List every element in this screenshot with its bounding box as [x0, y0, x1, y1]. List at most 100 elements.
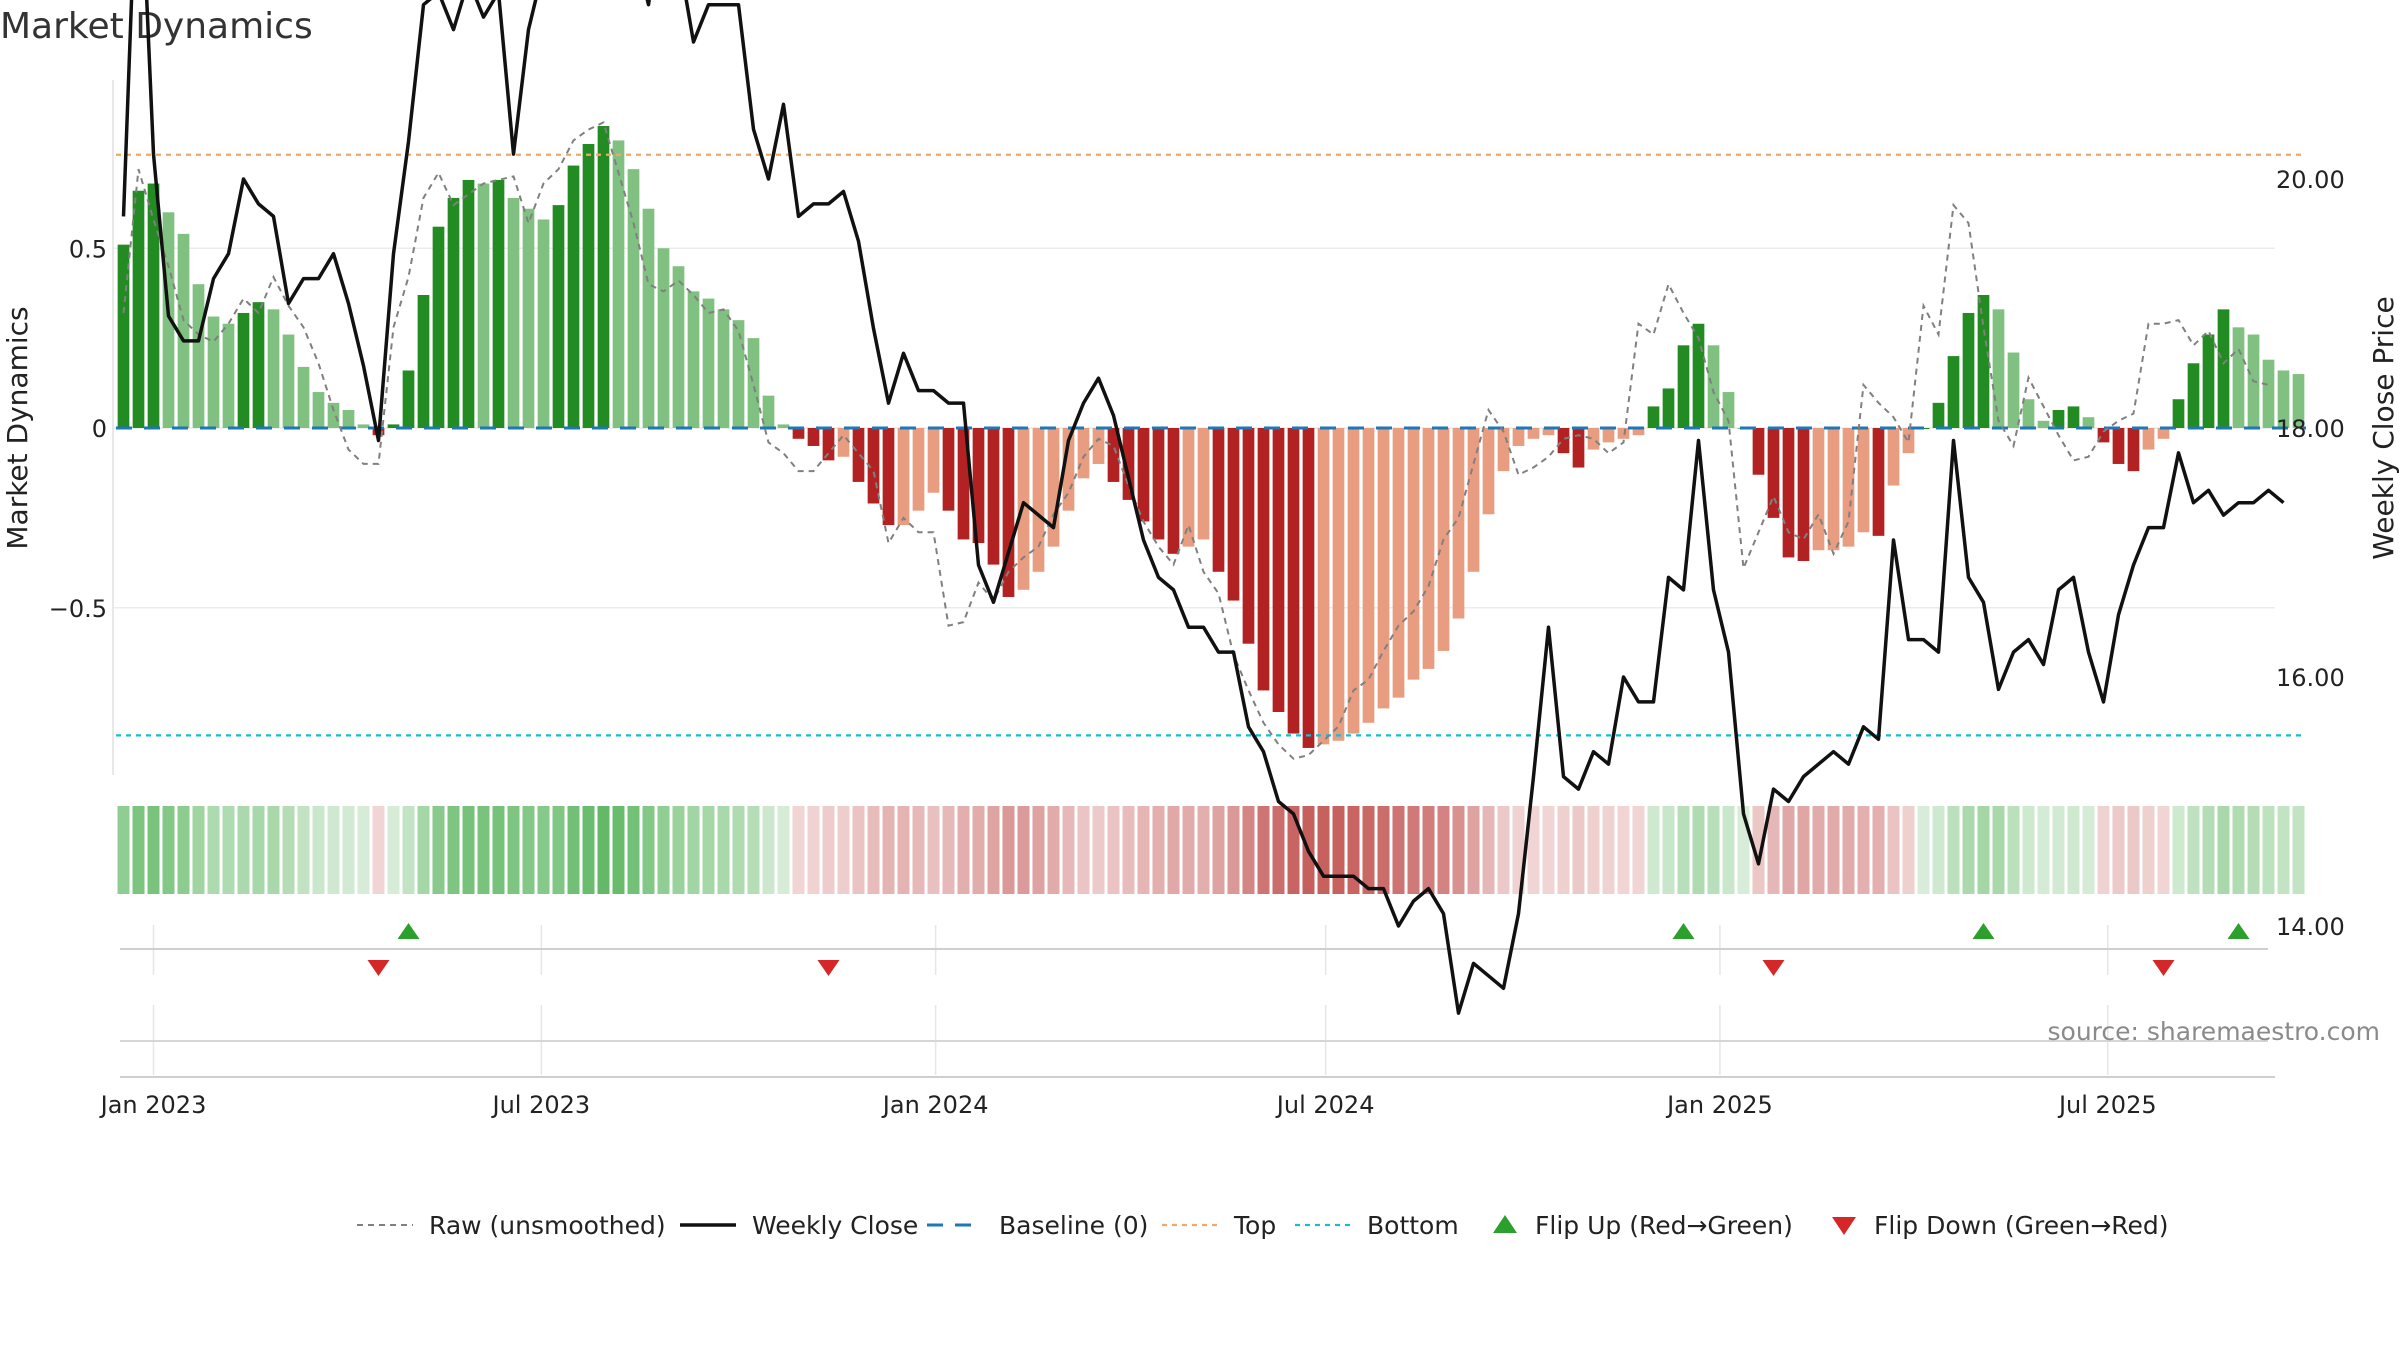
right-tick-label: 14.00	[2276, 913, 2345, 941]
flip-markers	[367, 923, 2250, 976]
x-tick-label: Jul 2025	[2057, 1091, 2157, 1119]
regime-band-cell	[1992, 806, 2005, 894]
dynamics-bar	[1527, 428, 1540, 439]
dynamics-bar	[207, 316, 220, 428]
dynamics-bar	[732, 320, 745, 428]
dynamics-bar	[2187, 363, 2200, 428]
regime-band-cell	[1947, 806, 1960, 894]
dynamics-bar	[1242, 428, 1255, 644]
dynamics-bar	[1257, 428, 1270, 691]
dynamics-bar	[2292, 374, 2305, 428]
legend-label: Raw (unsmoothed)	[429, 1211, 666, 1240]
dynamics-bar	[252, 302, 265, 428]
dynamics-bar	[1677, 345, 1690, 428]
regime-band-cell	[1887, 806, 1900, 894]
dynamics-bar	[2157, 428, 2170, 439]
dynamics-bar	[2082, 417, 2095, 428]
dynamics-bar	[222, 323, 235, 428]
regime-band-cell	[207, 806, 220, 894]
dynamics-bar	[612, 140, 625, 428]
regime-band-cell	[777, 806, 790, 894]
regime-band-cell	[1527, 806, 1540, 894]
dynamics-bar	[1767, 428, 1780, 518]
legend-swatch-flip-up	[1493, 1215, 1517, 1233]
dynamics-bar	[1377, 428, 1390, 709]
dynamics-bar	[582, 143, 595, 428]
dynamics-bar	[1692, 323, 1705, 428]
regime-band-cell	[1452, 806, 1465, 894]
regime-band-cell	[717, 806, 730, 894]
dynamics-bar	[1857, 428, 1870, 533]
regime-band-cell	[1962, 806, 1975, 894]
regime-band-cell	[927, 806, 940, 894]
dynamics-bar	[1317, 428, 1330, 745]
regime-band-cell	[807, 806, 820, 894]
regime-band-cell	[1827, 806, 1840, 894]
x-tick-label: Jan 2023	[99, 1091, 207, 1119]
dynamics-bar	[837, 428, 850, 457]
left-axis-ticks: 0.5 0 −0.5	[49, 235, 107, 623]
regime-band-cell	[2157, 806, 2170, 894]
regime-band-cell	[822, 806, 835, 894]
regime-band-cell	[462, 806, 475, 894]
regime-band-cell	[1317, 806, 1330, 894]
dynamics-bar	[1662, 388, 1675, 428]
dynamics-bar	[567, 165, 580, 428]
dynamics-bar	[747, 338, 760, 428]
dynamics-bar	[762, 395, 775, 428]
left-tick-label: 0	[92, 415, 107, 443]
dynamics-bar	[882, 428, 895, 526]
regime-band-cell	[1137, 806, 1150, 894]
regime-band-cell	[2232, 806, 2245, 894]
left-tick-label: −0.5	[49, 595, 107, 623]
dynamics-bar	[267, 309, 280, 428]
regime-band-cell	[612, 806, 625, 894]
regime-band-cell	[297, 806, 310, 894]
regime-band-cell	[1437, 806, 1450, 894]
regime-band-cell	[1587, 806, 1600, 894]
regime-band-cell	[447, 806, 460, 894]
dynamics-bar	[1032, 428, 1045, 572]
dynamics-bar	[1812, 428, 1825, 551]
dynamics-bar	[477, 183, 490, 428]
regime-band-cell	[2292, 806, 2305, 894]
regime-band-cell	[1092, 806, 1105, 894]
regime-band-cell	[852, 806, 865, 894]
dynamics-bar	[642, 208, 655, 428]
dynamics-bar	[417, 294, 430, 428]
dynamics-bar	[1782, 428, 1795, 558]
dynamics-bar	[2202, 334, 2215, 428]
dynamics-bar	[1062, 428, 1075, 511]
regime-band-cell	[2217, 806, 2230, 894]
regime-band-cell	[732, 806, 745, 894]
regime-band-cell	[1362, 806, 1375, 894]
regime-band-cell	[552, 806, 565, 894]
dynamics-bar	[432, 226, 445, 428]
left-tick-label: 0.5	[69, 235, 107, 263]
regime-band-cell	[1227, 806, 1240, 894]
dynamics-bar	[1002, 428, 1015, 597]
regime-band-cell	[2067, 806, 2080, 894]
dynamics-bar	[1137, 428, 1150, 522]
dynamics-bar	[1287, 428, 1300, 734]
regime-band-cell	[1602, 806, 1615, 894]
regime-band-cell	[1842, 806, 1855, 894]
dynamics-bar	[1302, 428, 1315, 748]
dynamics-bar	[1992, 309, 2005, 428]
dynamics-bar	[1152, 428, 1165, 540]
dynamics-bar	[1602, 428, 1615, 443]
regime-band-cell	[1977, 806, 1990, 894]
dynamics-bar	[357, 424, 370, 428]
regime-band-cell	[1272, 806, 1285, 894]
right-tick-label: 18.00	[2276, 415, 2345, 443]
regime-band-cell	[387, 806, 400, 894]
regime-band-cell	[1677, 806, 1690, 894]
dynamics-bar	[597, 126, 610, 429]
dynamics-bar	[942, 428, 955, 511]
dynamics-bar	[1497, 428, 1510, 472]
regime-band-cell	[177, 806, 190, 894]
x-tick-label: Jul 2024	[1275, 1091, 1375, 1119]
dynamics-bar	[2022, 399, 2035, 428]
regime-band-cell	[747, 806, 760, 894]
